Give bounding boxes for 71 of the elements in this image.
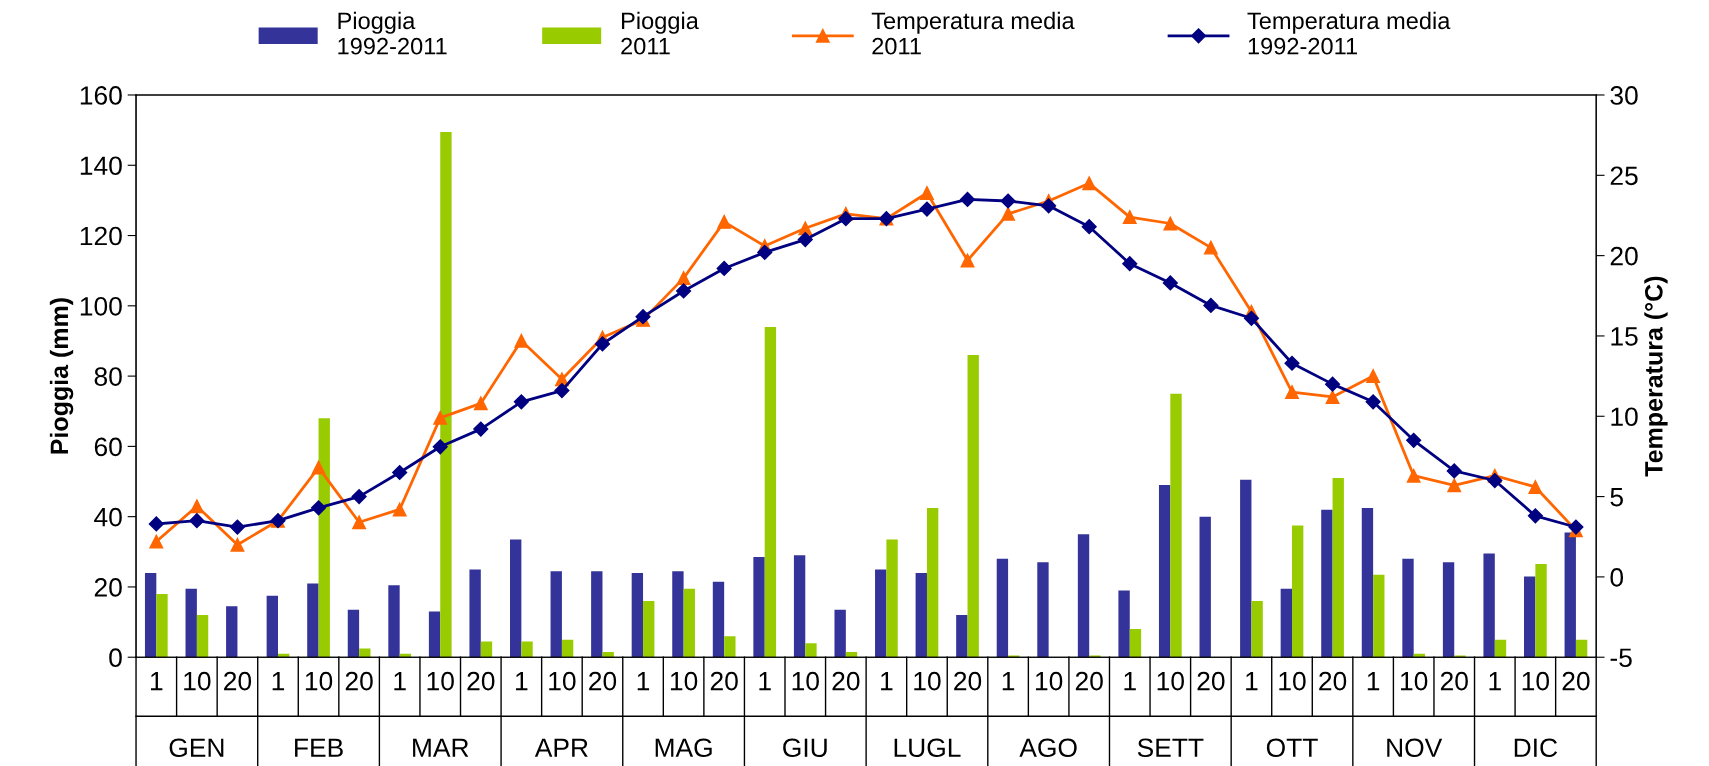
y2-tick-label: 30 [1610,86,1638,105]
text: NOV [1387,738,1443,758]
y2-tick-label: 25 [1610,166,1638,186]
y-tick-label: 0 [109,648,122,668]
y2-tick-label: 5 [1610,487,1623,507]
text: AGO [1019,738,1077,758]
x-tick-label: 10 [427,671,454,691]
x-tick-label: 20 [954,671,982,691]
x-tick-label: 20 [224,671,252,691]
y-axis-title: Pioggia (mm) [49,298,74,454]
x-tick-label: 20 [589,671,617,691]
legend-label: Pioggia 1992-2011 [338,11,447,55]
x-tick-label: 10 [1401,671,1428,691]
y-tick-label: 140 [80,156,122,176]
x-tick-label: 1 [516,672,528,691]
y2-tick-label: 0 [1610,568,1624,587]
y-tick-label: 40 [94,507,122,527]
x-tick-label: 20 [1075,671,1103,691]
x-tick-label: 1 [272,672,285,691]
y2-tick-label: 15 [1611,327,1638,346]
text: SETT [1137,738,1204,758]
x-tick-label: 1 [394,672,406,691]
y-tick-label: 160 [80,86,122,105]
x-tick-label: 10 [305,671,333,691]
y2-tick-label: 10 [1611,407,1638,427]
text: LUGL [894,738,961,758]
y2-tick-label: 20 [1610,246,1638,266]
x-tick-label: 1 [637,672,650,691]
x-tick-label: 20 [710,671,738,691]
x-tick-label: 1 [1246,672,1258,691]
x-tick-label: 1 [1489,672,1501,691]
legend-label: Temperatura media 2011 [871,11,1075,55]
x-tick-label: 1 [1124,672,1136,691]
x-tick-label: 1 [881,672,893,691]
x-tick-label: 10 [792,671,819,691]
x-tick-label: 10 [1157,671,1184,691]
x-tick-label: 10 [914,671,941,691]
x-tick-label: 10 [1279,671,1306,691]
y-tick-label: 20 [94,578,122,597]
text: FEB [295,738,343,757]
y2-tick-label: -5 [1610,648,1632,668]
legend-label: Temperatura media 1992-2011 [1247,11,1451,55]
x-tick-label: 20 [467,671,495,691]
text: MAG [655,738,712,758]
x-tick-label: 20 [1319,671,1347,691]
legend-label: Pioggia 2011 [621,11,699,55]
x-tick-label: 20 [1562,671,1590,691]
x-tick-label: 10 [184,671,211,691]
text: GEN [169,738,224,758]
x-tick-label: 20 [1440,671,1468,691]
x-tick-label: 1 [1367,672,1380,691]
x-tick-label: 1 [759,672,771,691]
y-tick-label: 80 [94,367,122,386]
x-tick-label: 10 [1522,671,1550,691]
x-tick-label: 20 [832,671,860,691]
text: APR [534,738,588,757]
x-tick-label: 10 [670,671,698,691]
x-tick-label: 20 [1197,671,1225,691]
x-tick-label: 10 [1035,671,1063,691]
text: OTT [1266,738,1318,758]
x-tick-label: 10 [549,671,576,691]
text: MAR [413,738,469,757]
x-tick-label: 20 [345,671,373,691]
text: DIC [1514,738,1558,758]
x-tick-label: 1 [1002,672,1015,691]
y-tick-label: 60 [94,437,122,457]
y-tick-label: 100 [80,296,122,316]
text: GIU [783,738,827,758]
x-tick-label: 1 [150,672,163,691]
y2-axis-title: Temperatura (°C) [1644,276,1668,477]
y-tick-label: 120 [80,226,122,246]
